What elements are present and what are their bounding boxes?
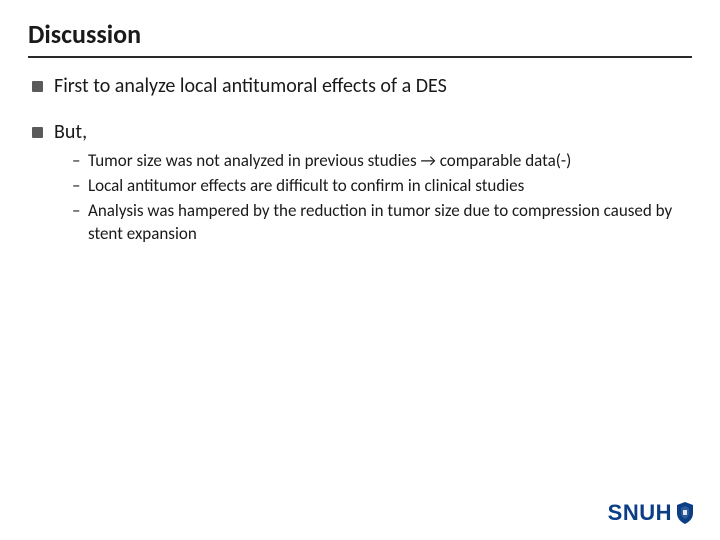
- slide-title: Discussion: [28, 18, 692, 50]
- slide: Discussion First to analyze local antitu…: [0, 0, 720, 540]
- title-rule: [28, 56, 692, 58]
- shield-icon: [676, 502, 694, 524]
- bullet-item: But, Tumor size was not analyzed in prev…: [32, 120, 692, 246]
- bullet-item: First to analyze local antitumoral effec…: [32, 74, 692, 98]
- logo-text: SNUH: [608, 500, 672, 526]
- sub-item: Local antitumor effects are difficult to…: [72, 175, 692, 198]
- sub-list: Tumor size was not analyzed in previous …: [54, 150, 692, 246]
- bullet-text: But,: [54, 120, 87, 144]
- bullet-text: First to analyze local antitumoral effec…: [54, 74, 447, 98]
- sub-item: Analysis was hampered by the reduction i…: [72, 200, 692, 246]
- bullet-list: First to analyze local antitumoral effec…: [28, 74, 692, 246]
- org-logo: SNUH: [608, 500, 694, 526]
- sub-item: Tumor size was not analyzed in previous …: [72, 150, 692, 173]
- shield-mark: [683, 510, 687, 515]
